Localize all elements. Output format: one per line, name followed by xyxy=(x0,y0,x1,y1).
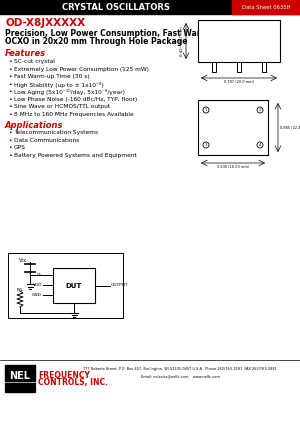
Text: 4: 4 xyxy=(259,143,261,147)
Bar xyxy=(198,100,268,155)
Bar xyxy=(212,62,216,72)
Text: 0.787 (20.0 mm): 0.787 (20.0 mm) xyxy=(224,80,254,84)
Text: •: • xyxy=(8,130,12,135)
Bar xyxy=(8,253,123,318)
Bar xyxy=(0,0,300,14)
Text: •: • xyxy=(8,138,12,142)
Text: High Stability (up to ± 1x10⁻⁸): High Stability (up to ± 1x10⁻⁸) xyxy=(14,82,104,88)
Text: Fast Warm-up Time (30 s): Fast Warm-up Time (30 s) xyxy=(14,74,90,79)
Text: Telecommunication Systems: Telecommunication Systems xyxy=(14,130,98,135)
Text: Applications: Applications xyxy=(5,121,64,130)
Text: Battery Powered Systems and Equipment: Battery Powered Systems and Equipment xyxy=(14,153,137,158)
Text: CONTROLS, INC.: CONTROLS, INC. xyxy=(38,378,108,387)
Text: 777 Roberts Street, P.O. Box 457, Burlington, WI 53105-0457 U.S.A.  Phone 262/76: 777 Roberts Street, P.O. Box 457, Burlin… xyxy=(83,367,277,371)
Circle shape xyxy=(257,142,263,148)
Text: OCXO in 20x20 mm Through Hole Package: OCXO in 20x20 mm Through Hole Package xyxy=(5,37,188,46)
Text: SC-cut crystal: SC-cut crystal xyxy=(14,59,55,64)
Bar xyxy=(5,383,35,385)
Text: 3: 3 xyxy=(205,143,207,147)
Text: Sine Wave or HCMOS/TTL output: Sine Wave or HCMOS/TTL output xyxy=(14,104,110,109)
Text: 2: 2 xyxy=(259,108,261,112)
Bar xyxy=(232,0,300,14)
Circle shape xyxy=(203,142,209,148)
Text: •: • xyxy=(8,111,12,116)
Text: Data Communications: Data Communications xyxy=(14,138,79,142)
Text: FREQUENCY: FREQUENCY xyxy=(38,371,90,380)
Bar xyxy=(198,20,280,62)
Text: Data Sheet 0635H: Data Sheet 0635H xyxy=(242,5,290,9)
Bar xyxy=(262,62,266,72)
Text: VDD: VDD xyxy=(32,283,42,287)
Bar xyxy=(237,62,241,72)
Text: •: • xyxy=(8,66,12,71)
Text: CRYSTAL OSCILLATORS: CRYSTAL OSCILLATORS xyxy=(62,3,170,11)
Text: DUT: DUT xyxy=(66,283,82,289)
Text: •: • xyxy=(8,59,12,64)
Text: •: • xyxy=(8,89,12,94)
Text: GPS: GPS xyxy=(14,145,26,150)
Text: Low Phase Noise (-160 dBc/Hz, TYP, floor): Low Phase Noise (-160 dBc/Hz, TYP, floor… xyxy=(14,96,137,102)
Circle shape xyxy=(257,107,263,113)
Text: GND: GND xyxy=(32,293,42,297)
Circle shape xyxy=(203,107,209,113)
Text: 0.42~30.7 mm: 0.42~30.7 mm xyxy=(180,26,184,56)
Bar xyxy=(5,391,35,392)
Text: 1: 1 xyxy=(205,108,207,112)
Text: •: • xyxy=(8,82,12,87)
Text: •: • xyxy=(8,145,12,150)
Bar xyxy=(5,365,35,381)
Text: Precision, Low Power Consumption, Fast Warm-up SC-cut: Precision, Low Power Consumption, Fast W… xyxy=(5,29,253,38)
Bar xyxy=(5,388,35,389)
Text: Features: Features xyxy=(5,49,46,58)
Text: OUTPUT: OUTPUT xyxy=(111,283,128,287)
Text: •: • xyxy=(8,96,12,102)
Text: •: • xyxy=(8,74,12,79)
Text: 0.885 (22.48 mm): 0.885 (22.48 mm) xyxy=(280,125,300,130)
Text: •: • xyxy=(8,104,12,109)
Text: Vc: Vc xyxy=(37,273,42,277)
Text: 0.630 (16.00 mm): 0.630 (16.00 mm) xyxy=(217,165,249,169)
Text: Low Aging (5x10⁻¹⁰/day, 5x10⁻⁸/year): Low Aging (5x10⁻¹⁰/day, 5x10⁻⁸/year) xyxy=(14,89,125,95)
Text: Vcc: Vcc xyxy=(20,258,28,263)
Bar xyxy=(53,268,95,303)
Text: NEL: NEL xyxy=(10,371,31,381)
Text: •: • xyxy=(8,153,12,158)
Bar xyxy=(5,385,35,387)
Text: 8 MHz to 160 MHz Frequencies Available: 8 MHz to 160 MHz Frequencies Available xyxy=(14,111,134,116)
Text: Extremely Low Power Consumption (125 mW): Extremely Low Power Consumption (125 mW) xyxy=(14,66,149,71)
Text: OD-X8JXXXXX: OD-X8JXXXXX xyxy=(5,18,85,28)
Text: R/L: R/L xyxy=(16,288,23,292)
Text: Email: nelsales@nelfc.com    www.nelfc.com: Email: nelsales@nelfc.com www.nelfc.com xyxy=(141,374,219,378)
